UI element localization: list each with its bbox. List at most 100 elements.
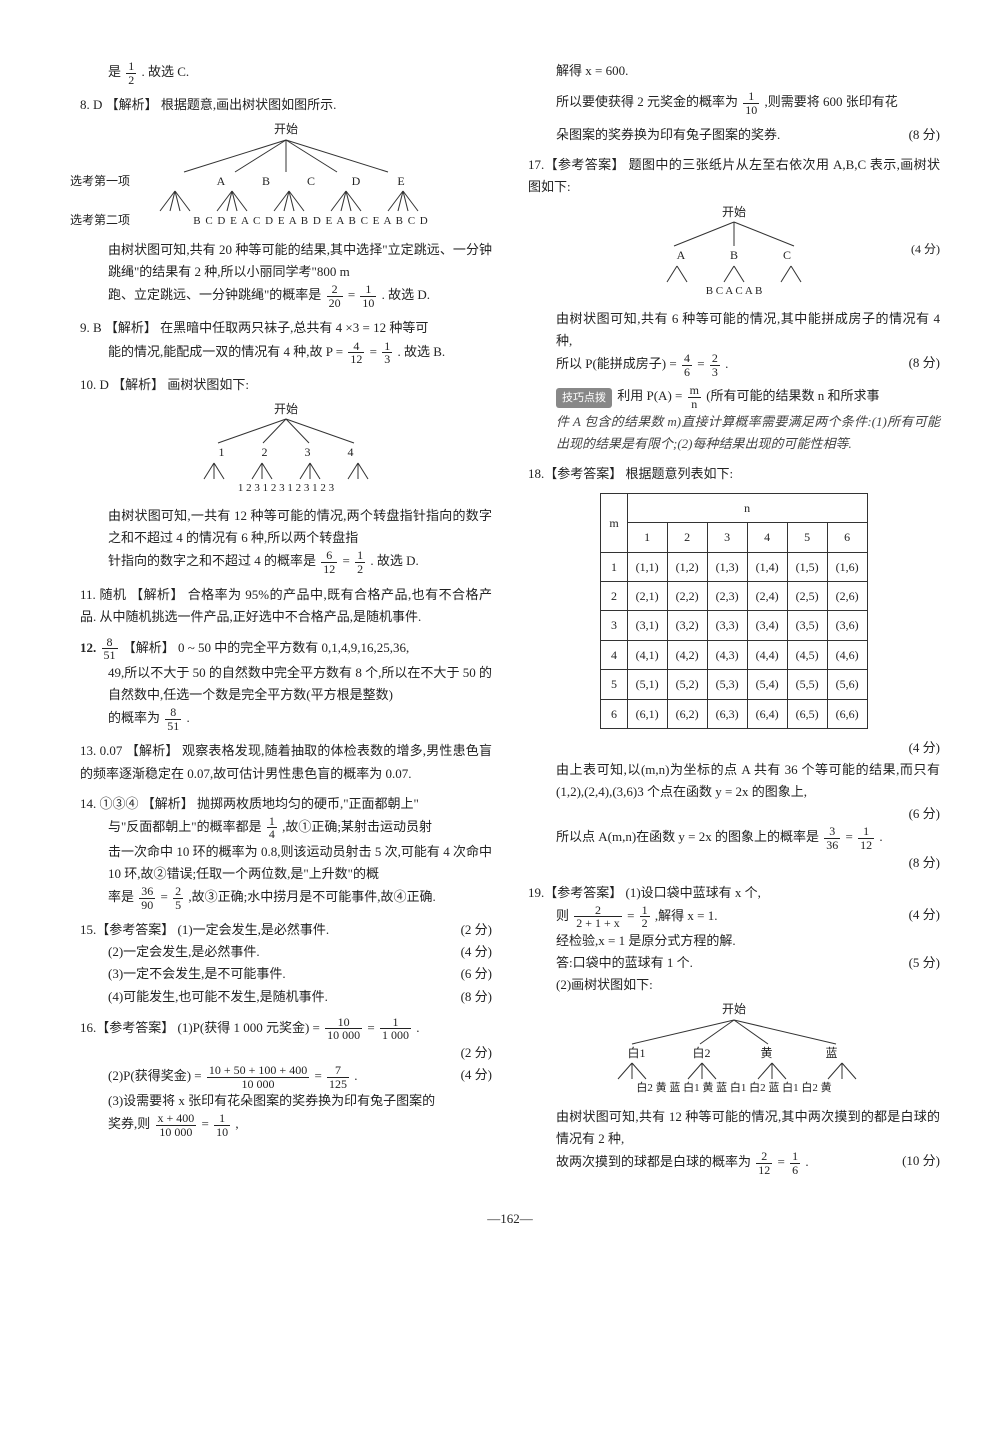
fraction: 22 + 1 + x [574,904,622,930]
text: 的概率为 [108,710,160,725]
fraction: 3690 [139,885,155,911]
q15-2: (2)一定会发生,是必然事件.(4 分) [80,941,492,963]
fraction: 412 [348,340,364,366]
td: (3,3) [707,611,747,640]
eq: = [846,829,857,844]
q7-frag: 是 12 . 故选 C. [80,60,492,86]
fraction: mn [688,384,701,410]
table-row: m n [601,493,867,522]
fraction: 112 [858,825,874,851]
q15-3: (3)一定不会发生,是不可能事件.(6 分) [80,963,492,985]
text: . 故选 C. [142,64,190,79]
td: (4,3) [707,640,747,669]
td: (2,5) [787,582,827,611]
eq: = [161,889,172,904]
td: (1,3) [707,552,747,581]
r0: 解得 x = 600. [528,60,940,82]
td: 1 [601,552,627,581]
n: 蓝 [801,1046,863,1062]
th-n: n [627,493,867,522]
n: 1 [202,445,242,461]
n: A [656,248,706,264]
text: , [235,1116,238,1131]
opt: A [200,174,242,190]
n: 白1 [606,1046,668,1062]
q19-4: (2)画树状图如下: [528,974,940,996]
opt: B [245,174,287,190]
n: 2 [245,445,285,461]
n: B [709,248,759,264]
tree-start: 开始 [528,1002,940,1018]
table-row: 3(3,1)(3,2)(3,3)(3,4)(3,5)(3,6) [601,611,867,640]
text: 故两次摸到的球都是白球的概率为 [556,1154,751,1169]
fraction: 23 [710,352,720,378]
fraction: 16 [790,1150,800,1176]
q10-body2: 针指向的数字之和不超过 4 的概率是 612 = 12 . 故选 D. [80,549,492,575]
tree-lines-1 [156,138,416,174]
q13: 13. 0.07 【解析】 观察表格发现,随着抽取的体检表数的增多,男性患色盲的… [80,740,492,784]
td: (4,5) [787,640,827,669]
text: 是 [108,64,121,79]
tree-lines-2 [176,461,396,481]
pts: (10 分) [902,1150,940,1172]
td: (2,4) [747,582,787,611]
fraction: 12 [126,60,136,86]
text: 答:口袋中的蓝球有 1 个. [556,955,693,970]
th: 6 [827,523,867,552]
td: (3,6) [827,611,867,640]
pts: (4 分) [528,737,940,759]
q8-tree: 开始 选考第一项 A B C D E 选考第二项 B C D E [80,116,492,239]
q17-2: 所以 P(能拼成房子) = 46 = 23 . (8 分) [528,352,940,378]
row2: B C A C A B [528,284,940,298]
row2: 1 2 3 1 2 3 1 2 3 1 2 3 [80,481,492,495]
q17-head: 17.【参考答案】 题图中的三张纸片从左至右依次用 A,B,C 表示,画树状图如… [528,154,940,198]
tree-start: 开始 [80,122,492,138]
fraction: 46 [682,352,692,378]
q19-2: 经检验,x = 1 是原分式方程的解. [528,930,940,952]
td: (6,4) [747,699,787,728]
pts: (4 分) [461,941,492,963]
q19-3: 答:口袋中的蓝球有 1 个.(5 分) [528,952,940,974]
eq: = [370,344,381,359]
q12: 12. 851 【解析】 0 ~ 50 中的完全平方数有 0,1,4,9,16,… [80,636,492,733]
text: . 故选 D. [370,554,418,569]
td: (5,3) [707,670,747,699]
pts: (4 分) [461,1064,492,1086]
pts: (8 分) [909,124,940,146]
text: ,解得 x = 1. [655,908,718,923]
fraction: 1010 000 [325,1016,362,1042]
table-row: 4(4,1)(4,2)(4,3)(4,4)(4,5)(4,6) [601,640,867,669]
q15-1: 15.【参考答案】 (1)一定会发生,是必然事件.(2 分) [80,919,492,941]
q19-tree: 开始 白1 白2 黄 蓝 白2 黄 蓝 白1 黄 蓝 白1 白2 蓝 白1 白2… [528,996,940,1105]
text: (所有可能的结果数 n 和所求事 [706,389,879,404]
q18-2: 所以点 A(m,n)在函数 y = 2x 的图象上的概率是 336 = 112 … [528,825,940,851]
q18-table: m n 123456 1(1,1)(1,2)(1,3)(1,4)(1,5)(1,… [600,493,867,729]
td: (3,4) [747,611,787,640]
q17-tip: 技巧点拨 利用 P(A) = mn (所有可能的结果数 n 和所求事 [528,384,940,410]
td: 5 [601,670,627,699]
text: (4)可能发生,也可能不发生,是随机事件. [108,989,328,1004]
text: . [187,710,190,725]
r2: 朵图案的奖券换为印有兔子图案的奖券.(8 分) [528,124,940,146]
fraction: 212 [756,1150,772,1176]
table-row: 5(5,1)(5,2)(5,3)(5,4)(5,5)(5,6) [601,670,867,699]
tree-lines [186,417,386,445]
table-row: 123456 [601,523,867,552]
td: 3 [601,611,627,640]
pts: (8 分) [461,986,492,1008]
td: (3,5) [787,611,827,640]
n: 黄 [736,1046,798,1062]
td: (1,2) [667,552,707,581]
q19-5: 故两次摸到的球都是白球的概率为 212 = 16 . (10 分) [528,1150,940,1176]
q12-body: 49,所以不大于 50 的自然数中完全平方数有 8 个,所以在不大于 50 的自… [80,662,492,706]
q10: 10. D 【解析】 画树状图如下: 开始 1 2 3 4 1 2 3 1 2 … [80,374,492,576]
pts: (8 分) [528,852,940,874]
q15-4: (4)可能发生,也可能不发生,是随机事件. (8 分) [80,986,492,1008]
td: (2,1) [627,582,667,611]
td: (4,6) [827,640,867,669]
text: . [354,1068,357,1083]
n: 3 [288,445,328,461]
td: 4 [601,640,627,669]
td: (6,5) [787,699,827,728]
q18-head: 18.【参考答案】 根据题意列表如下: [528,463,940,485]
